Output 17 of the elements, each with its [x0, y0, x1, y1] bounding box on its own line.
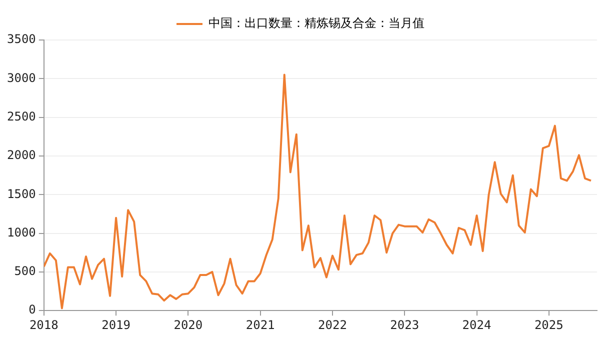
y-tick-label: 1000 — [6, 225, 36, 240]
x-tick-label: 2021 — [246, 318, 275, 332]
x-tick-label: 2023 — [390, 318, 420, 332]
y-tick-label: 2000 — [6, 148, 36, 162]
x-tick-label: 2025 — [534, 318, 564, 332]
y-tick-label: 2500 — [6, 109, 36, 124]
x-tick-label: 2018 — [29, 318, 58, 332]
y-tick-label: 3000 — [6, 70, 36, 85]
legend-label: 中国：出口数量：精炼锡及合金：当月值 — [208, 16, 424, 30]
y-tick-label: 0 — [28, 302, 36, 317]
x-tick-label: 2020 — [174, 318, 203, 332]
y-tick-label: 500 — [14, 264, 36, 278]
x-tick-label: 2024 — [462, 318, 492, 332]
x-tick-label: 2022 — [318, 318, 347, 332]
y-tick-label: 1500 — [6, 186, 36, 201]
y-tick-label: 3500 — [6, 32, 36, 46]
x-tick-label: 2019 — [102, 318, 130, 332]
